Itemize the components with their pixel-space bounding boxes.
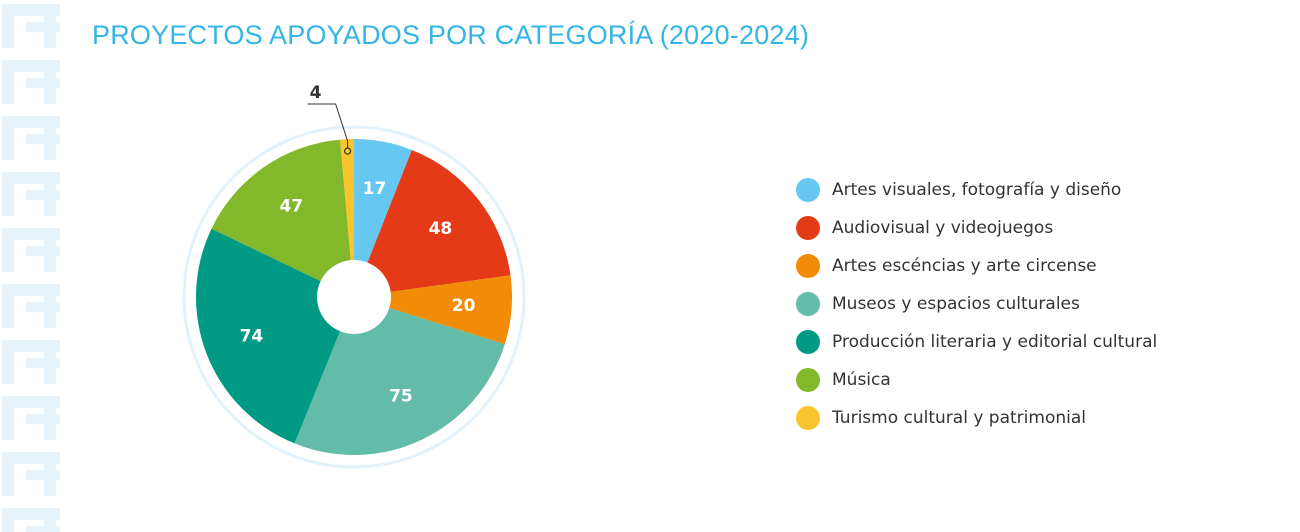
- slice-value-label: 20: [452, 296, 476, 316]
- slice-value-label: 4: [310, 83, 322, 103]
- donut-hole: [317, 260, 391, 334]
- legend-item: Artes visuales, fotografía y diseño: [796, 171, 1157, 209]
- callout-line: [307, 103, 349, 149]
- legend-item: Turismo cultural y patrimonial: [796, 399, 1157, 437]
- legend-item: Producción literaria y editorial cultura…: [796, 323, 1157, 361]
- legend-color-dot: [796, 292, 820, 316]
- pie-slice: [354, 275, 512, 345]
- pie-slice: [211, 139, 354, 297]
- slice-value-label: 48: [429, 219, 453, 239]
- legend-label: Artes visuales, fotografía y diseño: [832, 180, 1122, 200]
- legend-label: Artes escéncias y arte circense: [832, 256, 1097, 276]
- legend-color-dot: [796, 330, 820, 354]
- slice-value-label: 74: [240, 327, 264, 347]
- legend-color-dot: [796, 216, 820, 240]
- pie-slice: [354, 149, 511, 297]
- donut-chart: 17 48 20 75 74 47 4: [182, 83, 526, 469]
- pie-slice: [354, 139, 412, 297]
- pie-slice: [196, 228, 354, 444]
- slice-value-label: 75: [389, 387, 413, 407]
- legend-label: Producción literaria y editorial cultura…: [832, 332, 1158, 352]
- legend-color-dot: [796, 178, 820, 202]
- legend-color-dot: [796, 254, 820, 278]
- legend-item: Artes escéncias y arte circense: [796, 247, 1157, 285]
- legend-color-dot: [796, 368, 820, 392]
- chart-title: PROYECTOS APOYADOS POR CATEGORÍA (2020-2…: [92, 20, 810, 50]
- legend-item: Música: [796, 361, 1157, 399]
- legend-color-dot: [796, 406, 820, 430]
- slice-value-label: 17: [363, 179, 387, 199]
- pie-slice: [294, 297, 505, 456]
- legend-label: Audiovisual y videojuegos: [832, 218, 1054, 238]
- legend-label: Música: [832, 370, 891, 390]
- slice-value-label: 47: [279, 197, 303, 217]
- chart-legend: Artes visuales, fotografía y diseño Audio…: [796, 171, 1157, 437]
- side-decorative-pattern: [0, 0, 62, 532]
- pie-slice: [340, 138, 354, 297]
- legend-label: Turismo cultural y patrimonial: [832, 408, 1086, 428]
- legend-label: Museos y espacios culturales: [832, 294, 1080, 314]
- legend-item: Museos y espacios culturales: [796, 285, 1157, 323]
- legend-item: Audiovisual y videojuegos: [796, 209, 1157, 247]
- outer-ring: [182, 125, 526, 469]
